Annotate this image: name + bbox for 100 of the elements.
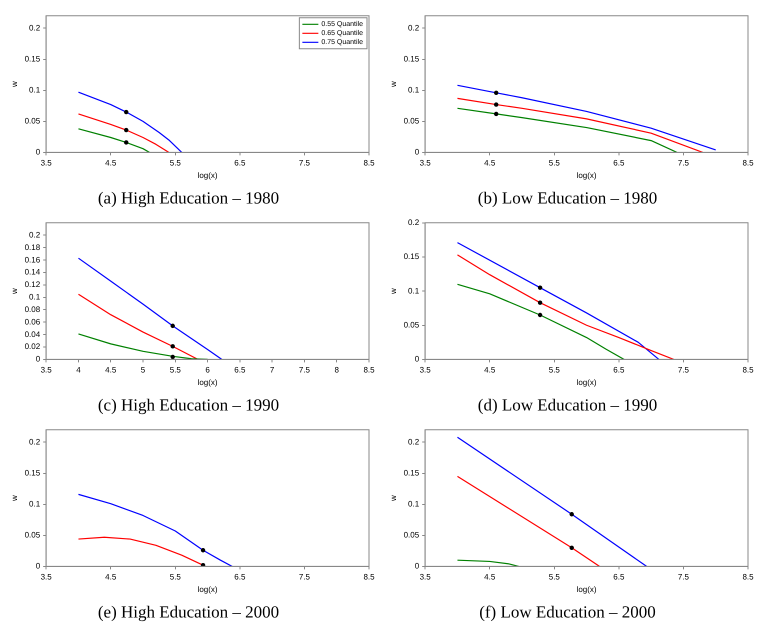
y-tick-label: 0.1 [408,500,420,509]
x-axis-title: log(x) [576,171,597,180]
y-tick-label: 0.2 [408,23,420,32]
text: (d) Low Education – 1990 [478,395,658,414]
point [494,90,498,95]
x-tick-label: 3.5 [420,365,432,374]
x-tick-label: 7.5 [678,572,690,582]
x-tick-label: 5.5 [548,365,560,374]
x-tick-label: 6.5 [613,572,625,582]
point [494,112,498,116]
y-axis-title: w [10,494,20,502]
y-tick-label: 0 [36,562,41,571]
x-tick-label: 6 [205,365,210,374]
y-tick-label: 0.06 [24,317,41,326]
x-tick-label: 8.5 [363,158,376,168]
y-tick-label: 0 [36,354,41,364]
point [124,128,128,132]
x-tick-label: 5.5 [170,158,182,168]
point [538,312,542,318]
x-tick-label: 6.5 [234,365,246,374]
point [170,354,175,360]
y-tick-label: 0.1 [408,86,420,95]
x-tick-label: 3.5 [420,158,432,168]
y-tick-label: 0.05 [404,116,420,126]
y-tick-label: 0.2 [408,218,420,228]
text: (c) High Education – 1990 [98,395,280,414]
x-axis-title: log(x) [198,585,218,594]
x-tick-label: 5.5 [548,572,560,582]
y-axis-title: w [10,80,20,88]
y-tick-label: 0.05 [24,530,41,540]
x-tick-label: 3.5 [420,572,432,582]
x-tick-label: 5 [140,365,146,374]
y-tick-label: 0.1 [408,286,420,296]
x-tick-label: 8 [334,365,340,374]
y-tick-label: 0.15 [24,468,41,478]
point [538,285,542,290]
y-tick-label: 0 [414,562,420,571]
x-tick-label: 3.5 [40,365,52,374]
y-tick-label: 0.1 [29,500,41,509]
x-tick-label: 4.5 [105,158,117,168]
x-tick-label: 3.5 [40,572,52,582]
y-tick-label: 0.18 [24,242,41,252]
x-tick-label: 8.5 [742,158,754,168]
x-axis-title: log(x) [198,378,218,388]
text: (b) Low Education – 1980 [478,188,658,208]
point [124,140,128,145]
point [494,102,498,107]
x-tick-label: 6.5 [234,572,246,582]
x-tick-label: 8.5 [363,365,376,374]
x-tick-label: 5.5 [170,572,182,582]
x-tick-label: 4.5 [484,158,496,168]
text: (f) Low Education – 2000 [479,602,656,622]
text: (e) High Education – 2000 [98,602,280,622]
y-tick-label: 0.15 [404,252,420,262]
x-tick-label: 8.5 [363,572,376,582]
y-tick-label: 0.15 [404,54,420,64]
y-tick-label: 0 [36,148,41,157]
y-axis-title: w [10,288,20,295]
x-tick-label: 7.5 [678,158,690,168]
y-tick-label: 0.15 [404,468,420,478]
y-tick-label: 0.04 [24,330,41,339]
x-tick-label: 4.5 [105,572,117,582]
y-tick-label: 0.1 [29,292,41,302]
text: (a) High Education – 1980 [98,188,280,208]
y-tick-label: 0.2 [29,230,41,240]
x-tick-label: 7.5 [298,365,311,374]
y-tick-label: 0.05 [24,116,41,126]
y-tick-label: 0.02 [24,342,41,352]
y-tick-label: 0.2 [29,437,41,446]
x-tick-label: 4.5 [484,572,496,582]
point [170,324,175,328]
x-axis-title: log(x) [198,171,218,180]
y-tick-label: 0 [414,354,420,364]
point [538,300,542,305]
y-axis-title: w [389,288,398,295]
x-tick-label: 7 [270,365,275,374]
x-tick-label: 7.5 [678,365,690,374]
y-tick-label: 0.05 [404,530,420,540]
y-tick-label: 0.05 [404,320,420,330]
y-tick-label: 0.16 [24,255,41,264]
y-tick-label: 0.08 [24,304,41,314]
point [124,110,128,114]
x-tick-label: 4.5 [105,365,117,374]
x-tick-label: 8.5 [742,365,754,374]
x-tick-label: 5.5 [548,158,560,168]
y-axis-title: w [389,80,398,88]
y-tick-label: 0.1 [29,86,41,95]
y-tick-label: 0.12 [24,280,41,290]
x-tick-label: 6.5 [234,158,246,168]
point [170,344,175,349]
y-tick-label: 0 [414,148,420,157]
y-tick-label: 0.15 [24,54,41,64]
x-axis-title: log(x) [576,378,597,388]
x-tick-label: 8.5 [742,572,754,582]
y-tick-label: 0.2 [29,23,41,32]
x-axis-title: log(x) [576,585,597,594]
x-tick-label: 7.5 [298,158,311,168]
x-tick-label: 4.5 [484,365,496,374]
y-tick-label: 0.14 [24,268,41,277]
x-tick-label: 5.5 [170,365,182,374]
